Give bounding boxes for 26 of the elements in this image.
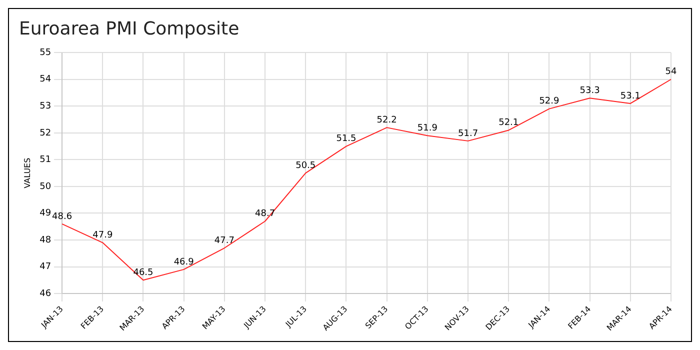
y-tick-label: 52 <box>40 128 52 138</box>
y-axis-title: VALUES <box>22 158 32 188</box>
data-label: 48.6 <box>52 212 72 222</box>
data-label: 53.1 <box>620 91 640 102</box>
data-label: 54 <box>665 67 677 78</box>
data-label: 51.5 <box>336 134 356 144</box>
data-label: 51.7 <box>458 128 478 139</box>
data-label: 50.5 <box>296 160 316 171</box>
data-label: 46.9 <box>174 257 194 268</box>
y-tick-label: 53 <box>40 101 52 112</box>
y-tick-label: 54 <box>40 74 52 85</box>
data-label: 52.2 <box>376 115 397 126</box>
y-tick-label: 49 <box>40 208 52 219</box>
data-label: 52.9 <box>539 96 560 107</box>
y-tick-label: 50 <box>40 182 52 192</box>
y-tick-label: 55 <box>40 48 52 58</box>
data-label: 52.1 <box>498 118 519 128</box>
y-tick-label: 51 <box>40 155 52 166</box>
y-tick-label: 48 <box>40 235 52 246</box>
data-label: 51.9 <box>417 123 438 134</box>
y-tick-label: 47 <box>40 262 52 272</box>
chart-title: Euroarea PMI Composite <box>19 18 240 40</box>
data-label: 47.9 <box>92 230 113 241</box>
data-label: 47.7 <box>214 236 234 246</box>
y-tick-label: 46 <box>40 288 52 299</box>
data-label: 53.3 <box>580 86 600 96</box>
